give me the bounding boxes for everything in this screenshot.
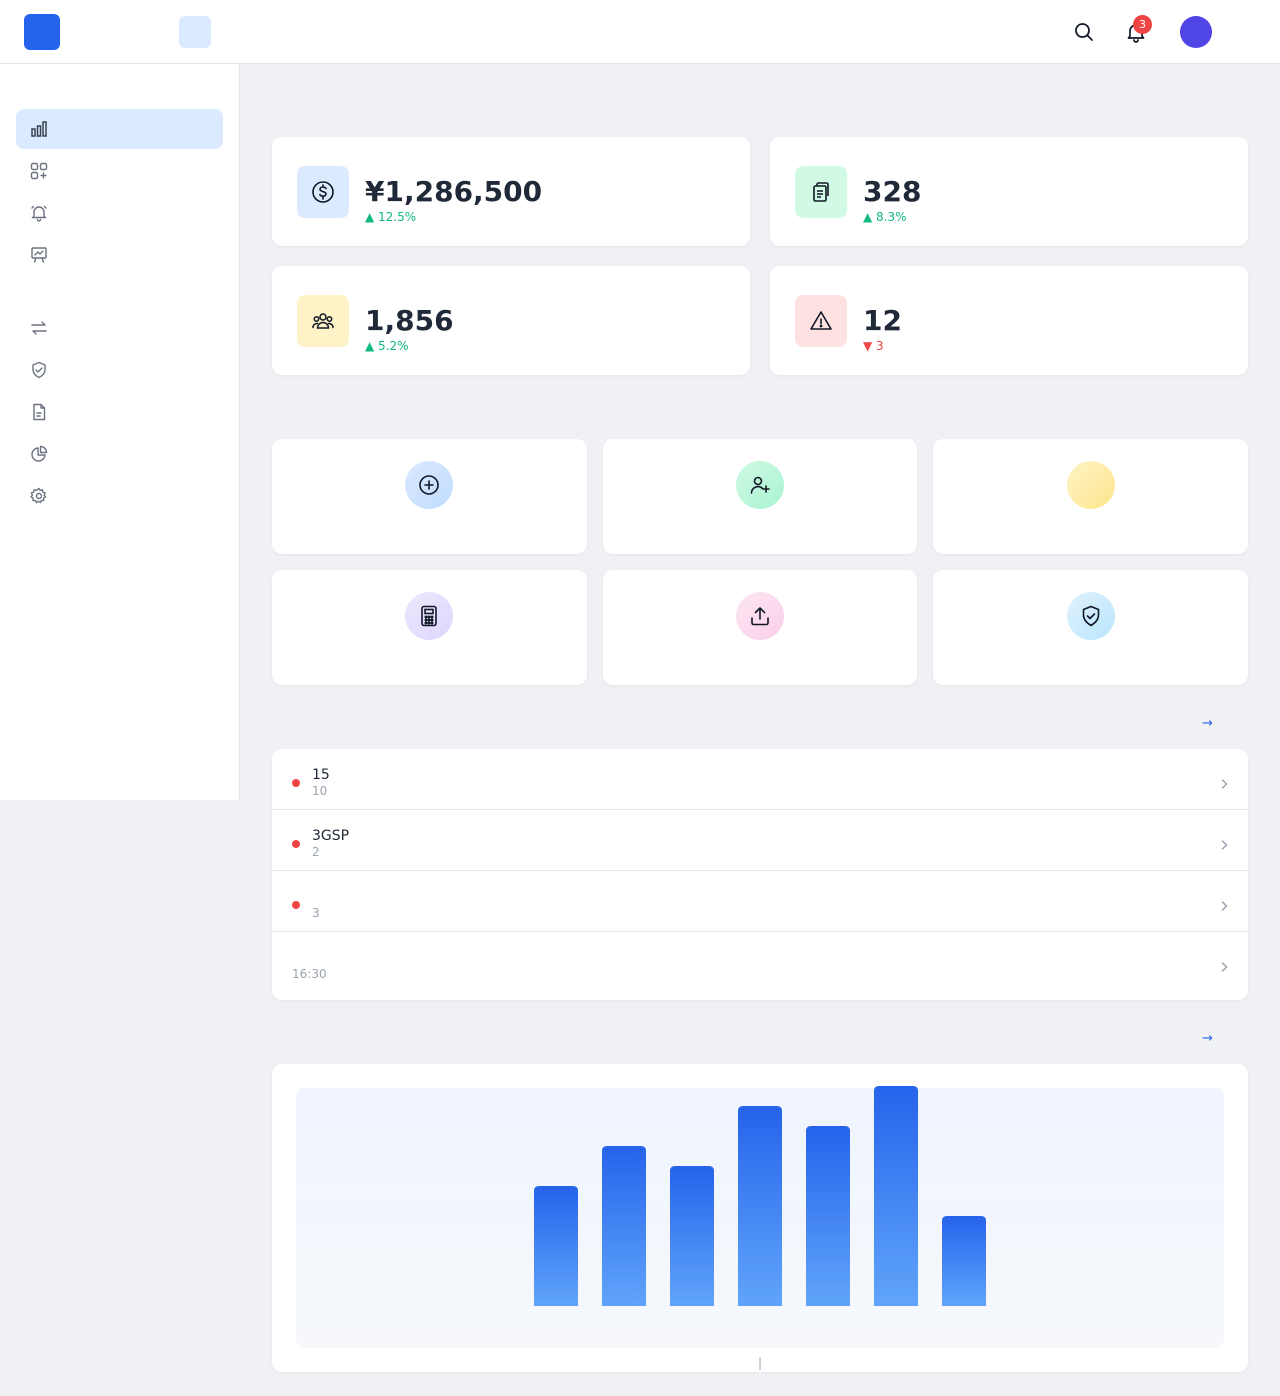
- nav-tab-6[interactable]: [439, 16, 471, 48]
- sales-chart-card: |: [272, 1064, 1248, 1372]
- todo-item[interactable]: 3: [272, 871, 1248, 932]
- quick-action-6[interactable]: [933, 570, 1248, 685]
- chevron-right-icon: [1221, 840, 1228, 850]
- gear-icon: [30, 487, 47, 504]
- todo-time: 3: [312, 906, 320, 920]
- chart-bar[interactable]: [806, 1126, 850, 1306]
- urgent-dot: [292, 840, 300, 848]
- sidebar-item-8[interactable]: [16, 434, 223, 474]
- dollar-icon: [312, 181, 334, 203]
- sidebar-item-2[interactable]: [16, 151, 223, 191]
- apps-add-icon: [30, 162, 48, 180]
- top-navbar: 3: [0, 0, 1280, 64]
- shield-check-icon: [32, 361, 46, 379]
- quick-action-icon-circle: [405, 592, 453, 640]
- quick-action-3[interactable]: [933, 439, 1248, 554]
- sidebar-item-4[interactable]: [16, 235, 223, 275]
- quick-action-icon-circle: [1067, 461, 1115, 509]
- document-icon: [33, 403, 46, 421]
- todo-time: 16:30: [292, 967, 327, 981]
- stat-value: 12: [863, 304, 902, 337]
- stat-change: ▲ 5.2%: [365, 339, 409, 353]
- sidebar-item-7[interactable]: [16, 392, 223, 432]
- presentation-chart-icon: [31, 247, 47, 263]
- main-nav: [179, 16, 471, 48]
- stat-change: ▲ 8.3%: [863, 210, 907, 224]
- stat-icon-box: [795, 295, 847, 347]
- quick-action-icon-circle: [736, 592, 784, 640]
- quick-action-1[interactable]: [272, 439, 587, 554]
- chart-bar[interactable]: [738, 1106, 782, 1306]
- sidebar-item-6[interactable]: [16, 350, 223, 390]
- sidebar-item-9[interactable]: [16, 476, 223, 516]
- stat-value: 1,856: [365, 304, 454, 337]
- sidebar-item-5[interactable]: [16, 308, 223, 348]
- stat-card-customers[interactable]: 1,856 ▲ 5.2%: [272, 266, 750, 375]
- sidebar: [0, 64, 240, 800]
- todo-list: 15 10 3GSP 2 3 16:30: [272, 749, 1248, 1000]
- stat-card-sales[interactable]: ¥1,286,500 ▲ 12.5%: [272, 137, 750, 246]
- todo-item[interactable]: 15 10: [272, 749, 1248, 810]
- chevron-right-icon: [1221, 779, 1228, 789]
- plus-circle-icon: [419, 475, 439, 495]
- nav-tab-2[interactable]: [231, 16, 263, 48]
- pie-chart-icon: [31, 445, 48, 462]
- quick-action-icon-circle: [736, 461, 784, 509]
- notification-count-badge: 3: [1133, 15, 1152, 34]
- app-logo[interactable]: [24, 14, 60, 50]
- todo-title: 15: [312, 767, 330, 783]
- stat-card-alerts[interactable]: 12 ▼ 3: [770, 266, 1248, 375]
- shield-check-icon: [1082, 605, 1100, 627]
- stat-value: ¥1,286,500: [365, 175, 543, 208]
- bell-icon: [31, 205, 47, 222]
- quick-action-4[interactable]: [272, 570, 587, 685]
- chevron-right-icon: [1221, 901, 1228, 911]
- stat-change: ▲ 12.5%: [365, 210, 417, 224]
- quick-action-icon-circle: [405, 461, 453, 509]
- todo-item[interactable]: 16:30: [272, 932, 1248, 993]
- users-icon: [312, 313, 334, 329]
- chart-bar[interactable]: [942, 1216, 986, 1306]
- nav-tab-4[interactable]: [335, 16, 367, 48]
- nav-tab-3[interactable]: [283, 16, 315, 48]
- todo-time: 2: [312, 845, 320, 859]
- stat-icon-box: [795, 166, 847, 218]
- todo-item[interactable]: 3GSP 2: [272, 810, 1248, 871]
- chart-bar[interactable]: [670, 1166, 714, 1306]
- todo-title: 3GSP: [312, 828, 350, 844]
- chart-caption: |: [757, 1356, 763, 1370]
- upload-icon: [751, 607, 769, 626]
- chart-bar[interactable]: [602, 1146, 646, 1306]
- nav-tab-home[interactable]: [179, 16, 211, 48]
- chart-bar[interactable]: [874, 1086, 918, 1306]
- quick-action-5[interactable]: [603, 570, 917, 685]
- stat-value: 328: [863, 175, 922, 208]
- user-plus-icon: [750, 476, 770, 494]
- urgent-dot: [292, 779, 300, 787]
- sidebar-item-3[interactable]: [16, 193, 223, 233]
- stat-icon-box: [297, 295, 349, 347]
- sidebar-item-1[interactable]: [16, 109, 223, 149]
- chart-bar[interactable]: [534, 1186, 578, 1306]
- nav-tab-5[interactable]: [387, 16, 419, 48]
- quick-action-icon-circle: [1067, 592, 1115, 640]
- quick-action-2[interactable]: [603, 439, 917, 554]
- bar-chart-icon: [31, 121, 47, 137]
- stat-change: ▼ 3: [863, 339, 884, 353]
- search-icon[interactable]: [1072, 20, 1096, 44]
- stat-card-orders[interactable]: 328 ▲ 8.3%: [770, 137, 1248, 246]
- view-chart-details-link[interactable]: →: [1202, 1031, 1213, 1046]
- swap-arrows-icon: [31, 321, 47, 335]
- stat-icon-box: [297, 166, 349, 218]
- view-all-todos-link[interactable]: →: [1202, 716, 1213, 731]
- bar-chart: [534, 1086, 986, 1306]
- user-avatar[interactable]: [1180, 16, 1212, 48]
- clipboard-icon: [813, 182, 829, 202]
- todo-time: 10: [312, 784, 328, 798]
- calculator-icon: [421, 605, 437, 627]
- chevron-right-icon: [1221, 962, 1228, 972]
- urgent-dot: [292, 901, 300, 909]
- warning-icon: [810, 311, 832, 330]
